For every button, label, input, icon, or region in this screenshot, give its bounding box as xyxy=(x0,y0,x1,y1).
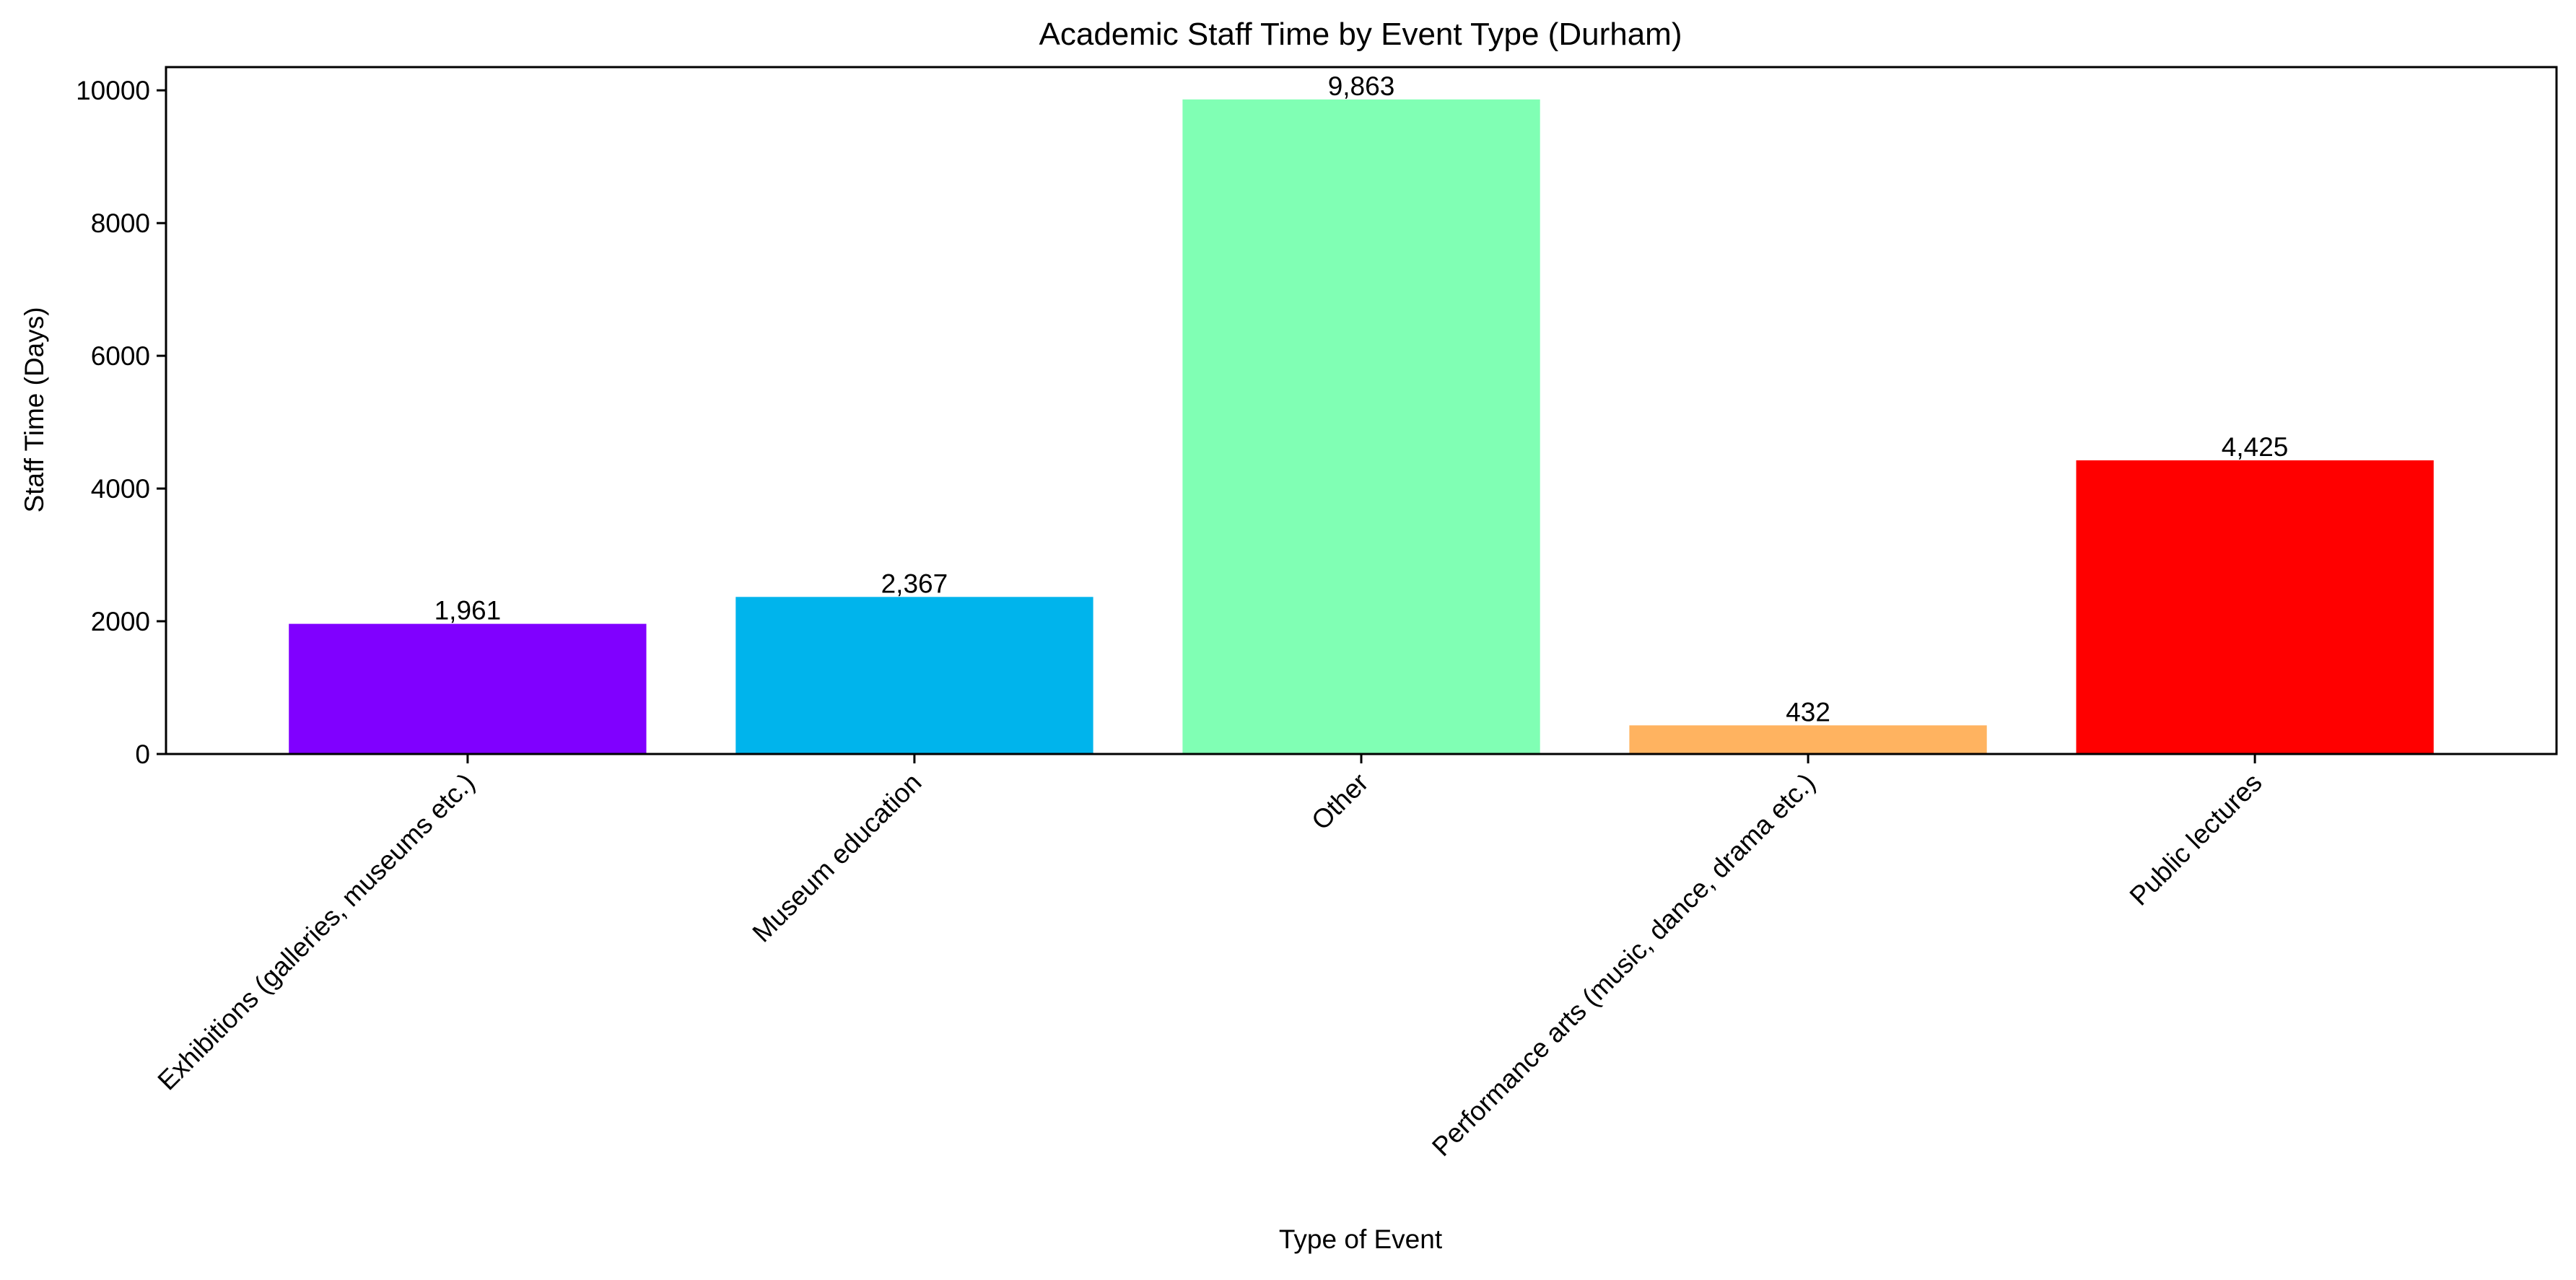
x-axis-label: Type of Event xyxy=(1279,1224,1443,1254)
y-tick-label: 0 xyxy=(135,740,150,769)
y-tick-label: 6000 xyxy=(91,341,150,371)
y-axis-label: Staff Time (Days) xyxy=(19,307,49,512)
bar-value-label-4: 432 xyxy=(1786,697,1830,727)
chart-title: Academic Staff Time by Event Type (Durha… xyxy=(1039,17,1682,52)
bar-4 xyxy=(1629,725,1987,754)
plot-frame xyxy=(165,66,2558,755)
bar-value-label-2: 2,367 xyxy=(881,569,948,598)
bar-value-label-3: 9,863 xyxy=(1328,71,1395,101)
bar-1 xyxy=(289,623,647,754)
y-tick-label: 4000 xyxy=(91,474,150,504)
y-axis-ticks: 0 2000 4000 6000 8000 10000 xyxy=(76,76,166,769)
bars-group xyxy=(289,99,2434,755)
y-tick-label: 2000 xyxy=(91,607,150,636)
bar-5 xyxy=(2076,460,2434,754)
y-tick-label: 8000 xyxy=(91,209,150,238)
bar-value-label-5: 4,425 xyxy=(2222,432,2289,462)
value-labels-group: 1,961 2,367 9,863 432 4,425 xyxy=(435,71,2289,727)
y-tick-label: 10000 xyxy=(76,76,150,105)
bar-value-label-1: 1,961 xyxy=(435,596,502,626)
bar-2 xyxy=(735,597,1093,754)
bar-3 xyxy=(1182,99,1540,755)
